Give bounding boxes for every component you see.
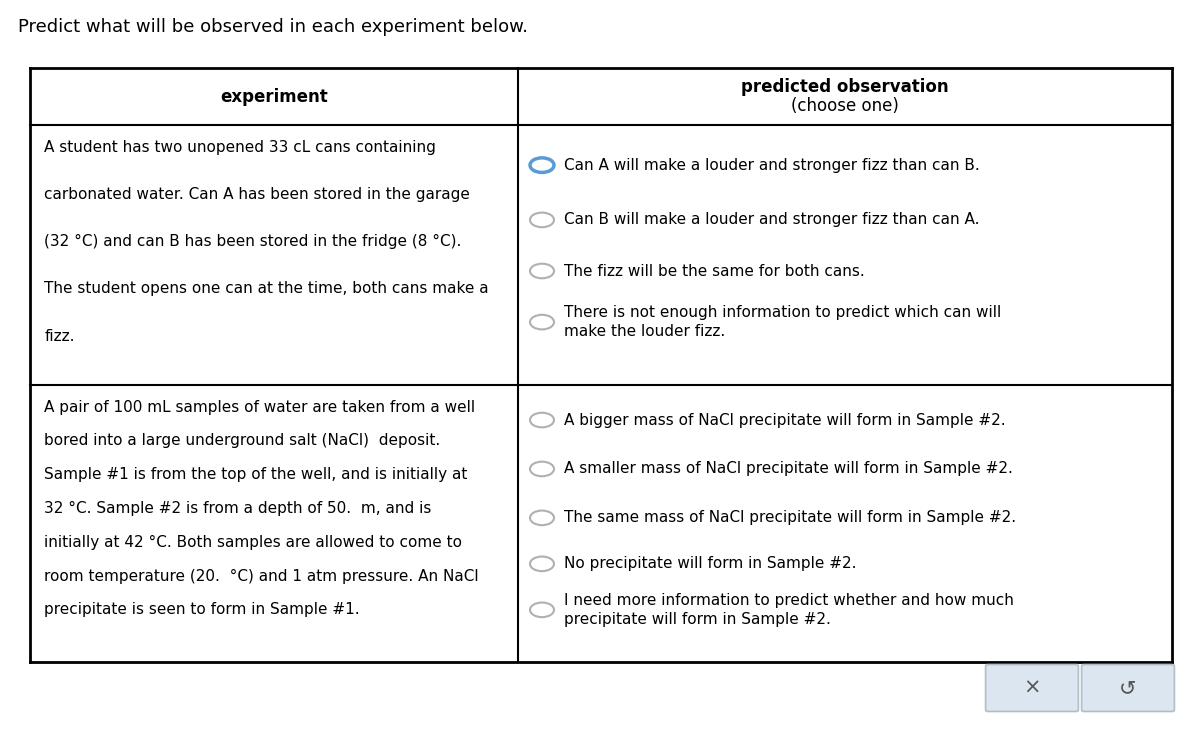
Text: A bigger mass of NaCl precipitate will form in Sample #2.: A bigger mass of NaCl precipitate will f… bbox=[564, 412, 1006, 428]
Text: fizz.: fizz. bbox=[44, 328, 74, 344]
Text: 32 °C. Sample #2 is from a depth of 50.  m, and is: 32 °C. Sample #2 is from a depth of 50. … bbox=[44, 501, 432, 516]
Text: ×: × bbox=[1024, 678, 1040, 698]
Text: Can A will make a louder and stronger fizz than can B.: Can A will make a louder and stronger fi… bbox=[564, 158, 979, 173]
Text: experiment: experiment bbox=[220, 88, 328, 106]
Text: carbonated water. Can A has been stored in the garage: carbonated water. Can A has been stored … bbox=[44, 187, 470, 202]
Text: Sample #1 is from the top of the well, and is initially at: Sample #1 is from the top of the well, a… bbox=[44, 467, 468, 482]
Text: (choose one): (choose one) bbox=[791, 97, 899, 115]
Text: Predict what will be observed in each experiment below.: Predict what will be observed in each ex… bbox=[18, 18, 528, 36]
Text: ↺: ↺ bbox=[1120, 678, 1136, 698]
Text: initially at 42 °C. Both samples are allowed to come to: initially at 42 °C. Both samples are all… bbox=[44, 534, 462, 550]
Text: (32 °C) and can B has been stored in the fridge (8 °C).: (32 °C) and can B has been stored in the… bbox=[44, 234, 462, 249]
Text: There is not enough information to predict which can will
make the louder fizz.: There is not enough information to predi… bbox=[564, 305, 1001, 339]
Text: Can B will make a louder and stronger fizz than can A.: Can B will make a louder and stronger fi… bbox=[564, 212, 979, 228]
Text: room temperature (20.  °C) and 1 atm pressure. An NaCl: room temperature (20. °C) and 1 atm pres… bbox=[44, 569, 479, 583]
Text: bored into a large underground salt (NaCl)  deposit.: bored into a large underground salt (NaC… bbox=[44, 434, 440, 448]
Text: A smaller mass of NaCl precipitate will form in Sample #2.: A smaller mass of NaCl precipitate will … bbox=[564, 461, 1013, 477]
Text: I need more information to predict whether and how much
precipitate will form in: I need more information to predict wheth… bbox=[564, 593, 1014, 627]
Text: precipitate is seen to form in Sample #1.: precipitate is seen to form in Sample #1… bbox=[44, 602, 360, 618]
Text: A pair of 100 mL samples of water are taken from a well: A pair of 100 mL samples of water are ta… bbox=[44, 399, 475, 415]
Text: A student has two unopened 33 cL cans containing: A student has two unopened 33 cL cans co… bbox=[44, 139, 437, 155]
Text: The student opens one can at the time, both cans make a: The student opens one can at the time, b… bbox=[44, 282, 490, 296]
Text: The same mass of NaCl precipitate will form in Sample #2.: The same mass of NaCl precipitate will f… bbox=[564, 510, 1015, 526]
Text: No precipitate will form in Sample #2.: No precipitate will form in Sample #2. bbox=[564, 556, 856, 572]
Text: The fizz will be the same for both cans.: The fizz will be the same for both cans. bbox=[564, 264, 864, 279]
Text: predicted observation: predicted observation bbox=[742, 78, 949, 96]
